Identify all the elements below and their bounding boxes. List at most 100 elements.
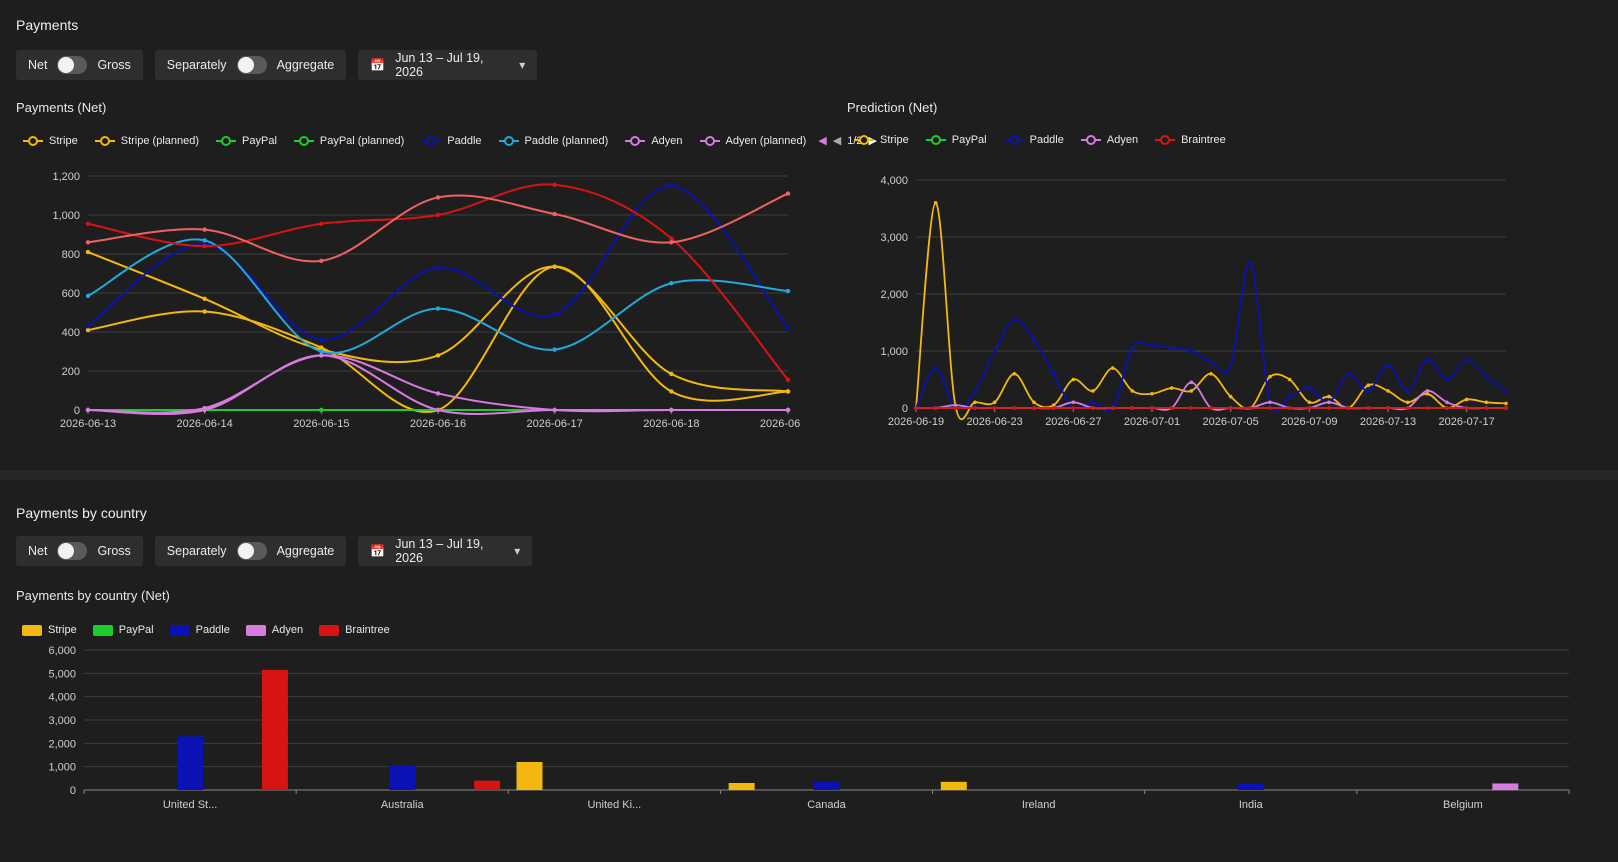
series-line-stripe: [915, 201, 1507, 421]
data-point: [973, 406, 977, 410]
section-title: Payments: [16, 17, 79, 33]
data-point: [1110, 366, 1115, 370]
legend-overflow-marker: ◀: [818, 135, 827, 147]
data-point: [85, 221, 91, 226]
data-point: [785, 325, 791, 331]
data-point: [319, 221, 324, 226]
chevron-down-icon: ▾: [514, 544, 521, 558]
legend-item-stripe[interactable]: Stripe: [853, 134, 909, 146]
data-point: [1032, 337, 1036, 342]
separately-aggregate-switch[interactable]: [236, 56, 267, 74]
data-point: [1386, 389, 1390, 393]
data-point: [1386, 406, 1390, 410]
net-gross-toggle[interactable]: Net Gross: [16, 50, 143, 80]
legend-label: Paddle: [1029, 134, 1064, 146]
data-point: [992, 406, 997, 410]
legend-item-stripe-planned[interactable]: Stripe (planned): [94, 135, 199, 147]
bar-adyen: [1492, 783, 1519, 790]
legend-label: Stripe (planned): [120, 134, 200, 147]
payments-by-country-panel: Payments by country Net Gross Separately…: [0, 480, 1618, 862]
x-tick-label: 2026-06-13: [60, 418, 116, 430]
data-point: [1327, 406, 1331, 410]
legend-prev-icon[interactable]: ◀: [832, 135, 842, 147]
legend-item-paddle[interactable]: Paddle: [1003, 134, 1064, 146]
data-point: [319, 407, 324, 413]
data-point: [953, 403, 958, 407]
legend-item-adyen[interactable]: Adyen: [245, 624, 303, 636]
data-point: [992, 349, 997, 353]
controls-row: Net Gross Separately Aggregate 📅 Jun 13 …: [16, 50, 538, 80]
data-point: [1287, 377, 1292, 382]
legend-item-adyen[interactable]: Adyen: [1080, 134, 1138, 146]
calendar-icon: 📅: [370, 58, 386, 72]
data-point: [85, 249, 91, 255]
data-point: [435, 306, 441, 311]
prediction-net-chart: 0 1,000 2,000 3,000 4,000 2026-06-19 2026-06-2…: [880, 175, 1508, 428]
bar-stripe: [728, 783, 755, 790]
data-point: [1307, 406, 1312, 410]
data-point: [1248, 260, 1253, 265]
country-net-title: Payments by country (Net): [16, 588, 170, 603]
panel-divider: [0, 470, 1618, 480]
legend-item-adyen[interactable]: Adyen: [624, 135, 683, 147]
data-point: [85, 327, 91, 333]
data-point: [202, 238, 207, 243]
data-point: [319, 349, 324, 354]
bar-paddle: [1237, 783, 1264, 790]
legend-item-stripe[interactable]: Stripe: [22, 135, 78, 147]
legend-item-paypal[interactable]: PayPal: [92, 624, 154, 636]
legend-marker-icon: [1003, 135, 1024, 145]
net-gross-toggle[interactable]: Net Gross: [16, 536, 143, 566]
date-range-value: Jun 13 – Jul 19, 2026: [395, 51, 484, 79]
data-point: [1484, 406, 1489, 410]
data-point: [669, 240, 674, 245]
y-tick-label: 600: [62, 288, 80, 300]
legend-item-paypal[interactable]: PayPal: [925, 134, 987, 146]
y-tick-label: 3,000: [880, 232, 908, 244]
legend-label: PayPal (planned): [319, 134, 405, 147]
y-tick-label: 3,000: [48, 715, 76, 727]
data-point: [1405, 389, 1410, 393]
y-tick-label: 200: [62, 366, 80, 378]
separately-aggregate-toggle[interactable]: Separately Aggregate: [154, 536, 347, 566]
data-point: [1169, 346, 1174, 350]
y-tick-label: 0: [902, 403, 908, 415]
legend-item-paddle-planned[interactable]: Paddle (planned): [498, 135, 608, 147]
data-point: [202, 309, 207, 314]
data-point: [1504, 389, 1508, 393]
switch-knob: [58, 57, 75, 73]
legend-item-paddle[interactable]: Paddle: [169, 624, 230, 636]
date-range-picker[interactable]: 📅 Jun 13 – Jul 19, 2026 ▾: [358, 536, 533, 566]
legend-item-braintree[interactable]: Braintree: [319, 624, 390, 636]
legend-item-braintree[interactable]: Braintree: [1154, 134, 1226, 146]
separately-aggregate-switch[interactable]: [236, 542, 267, 560]
data-point: [669, 281, 674, 286]
series-line-stripe: [87, 265, 789, 413]
legend-item-adyen-planned[interactable]: Adyen (planned): [699, 135, 806, 147]
data-point: [435, 353, 441, 358]
calendar-icon: 📅: [370, 544, 386, 558]
net-gross-switch[interactable]: [57, 542, 88, 560]
data-point: [1091, 400, 1095, 405]
data-point: [933, 406, 938, 410]
legend-swatch: [169, 624, 190, 636]
date-range-picker[interactable]: 📅 Jun 13 – Jul 19, 2026 ▾: [358, 50, 538, 80]
bar-braintree: [261, 669, 288, 790]
net-gross-switch[interactable]: [57, 56, 88, 74]
legend-label: Stripe: [48, 624, 77, 636]
legend-item-paypal[interactable]: PayPal: [215, 135, 277, 147]
legend-item-paddle[interactable]: Paddle: [420, 135, 482, 147]
legend-label: Adyen: [1106, 134, 1139, 146]
series-line-paddle: [915, 261, 1507, 413]
data-point: [1366, 406, 1371, 410]
data-point: [1504, 406, 1508, 410]
data-point: [669, 371, 674, 377]
legend-item-stripe[interactable]: Stripe: [22, 624, 77, 636]
data-point: [973, 389, 977, 393]
legend-item-paypal-planned[interactable]: PayPal (planned): [293, 135, 404, 147]
data-point: [1051, 403, 1056, 407]
data-point: [1464, 357, 1469, 362]
controls-row: Net Gross Separately Aggregate 📅 Jun 13 …: [16, 536, 533, 566]
legend-label: PayPal: [242, 134, 277, 147]
separately-aggregate-toggle[interactable]: Separately Aggregate: [154, 50, 347, 80]
